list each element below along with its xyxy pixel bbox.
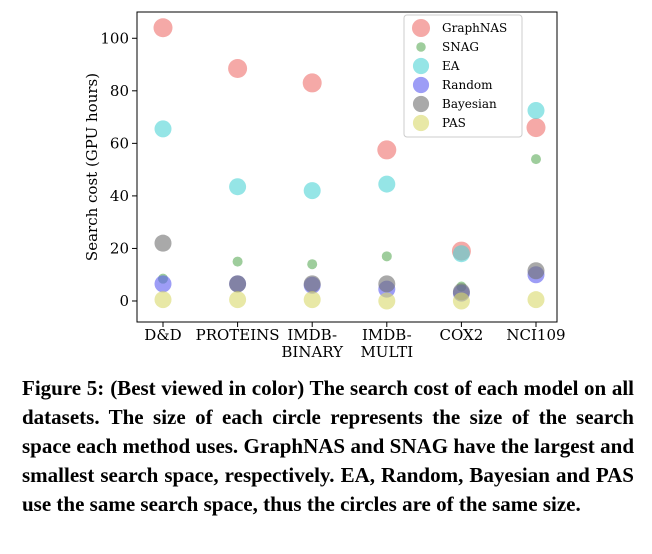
legend: GraphNAS SNAG EA Random Bayesian PAS xyxy=(403,14,523,138)
legend-marker-pas xyxy=(412,114,430,132)
point-ea-3 xyxy=(378,175,396,193)
point-graphnas-3 xyxy=(377,140,397,160)
point-pas-0 xyxy=(154,291,172,309)
legend-label-ea: EA xyxy=(442,59,460,73)
point-ea-0 xyxy=(154,120,172,138)
point-ea-1 xyxy=(229,178,247,196)
point-snag-1 xyxy=(232,256,243,267)
y-tick-label-60: 60 xyxy=(110,134,129,152)
scatter-chart: 0 20 40 60 80 100 D&D PROTEINS IMDB-BINARY IMDB-M… xyxy=(83,11,566,361)
legend-marker-graphnas xyxy=(411,18,431,38)
legend-label-pas: PAS xyxy=(442,116,466,130)
legend-marker-bayesian xyxy=(412,95,430,113)
point-ea-5 xyxy=(527,102,545,120)
figure-caption: Figure 5: (Best viewed in color) The sear… xyxy=(22,374,634,519)
y-tick-label-40: 40 xyxy=(110,187,129,205)
point-graphnas-2 xyxy=(302,73,322,93)
point-pas-4 xyxy=(452,292,470,310)
x-tick-label-0: D&D xyxy=(144,326,181,344)
y-tick-label-100: 100 xyxy=(100,29,129,47)
point-bayesian-5 xyxy=(527,262,545,280)
x-tick-label-3: IMDB-MULTI xyxy=(360,326,413,361)
point-snag-5 xyxy=(531,154,541,165)
y-tick-label-0: 0 xyxy=(119,292,129,310)
legend-label-graphnas: GraphNAS xyxy=(442,21,507,35)
y-tick-label-80: 80 xyxy=(110,82,129,100)
point-snag-3 xyxy=(381,251,392,262)
point-ea-2 xyxy=(303,182,321,200)
point-graphnas-0 xyxy=(153,18,173,38)
point-graphnas-1 xyxy=(228,58,248,78)
point-random-0 xyxy=(154,275,172,293)
x-tick-label-5: NCI109 xyxy=(506,326,565,344)
point-graphnas-5 xyxy=(526,118,546,138)
point-ea-4 xyxy=(452,245,470,263)
point-pas-5 xyxy=(527,291,545,309)
legend-marker-snag xyxy=(416,42,426,52)
point-pas-2 xyxy=(303,291,321,309)
point-pas-3 xyxy=(378,292,396,310)
plot-frame xyxy=(136,11,558,323)
legend-label-random: Random xyxy=(442,78,493,92)
point-bayesian-1 xyxy=(229,275,247,293)
point-bayesian-0 xyxy=(154,234,172,252)
legend-box xyxy=(403,14,523,138)
plot-area xyxy=(153,18,546,310)
caption-text: (Best viewed in color) The search cost o… xyxy=(22,376,634,516)
point-bayesian-3 xyxy=(378,275,396,293)
x-tick-label-1: PROTEINS xyxy=(196,326,280,344)
caption-label: Figure 5: xyxy=(22,376,105,400)
legend-marker-random xyxy=(412,76,430,94)
x-tick-label-2: IMDB-BINARY xyxy=(281,326,344,361)
y-axis-label: Search cost (GPU hours) xyxy=(83,73,101,261)
legend-marker-ea xyxy=(412,57,430,75)
y-tick-label-20: 20 xyxy=(110,239,129,257)
point-snag-2 xyxy=(307,259,318,270)
axes: 0 20 40 60 80 100 D&D PROTEINS IMDB-BINARY IMDB-M… xyxy=(83,11,566,361)
point-bayesian-2 xyxy=(303,275,321,293)
legend-label-snag: SNAG xyxy=(442,40,479,54)
x-tick-label-4: COX2 xyxy=(440,326,484,344)
point-pas-1 xyxy=(229,291,247,309)
legend-label-bayesian: Bayesian xyxy=(442,97,497,111)
